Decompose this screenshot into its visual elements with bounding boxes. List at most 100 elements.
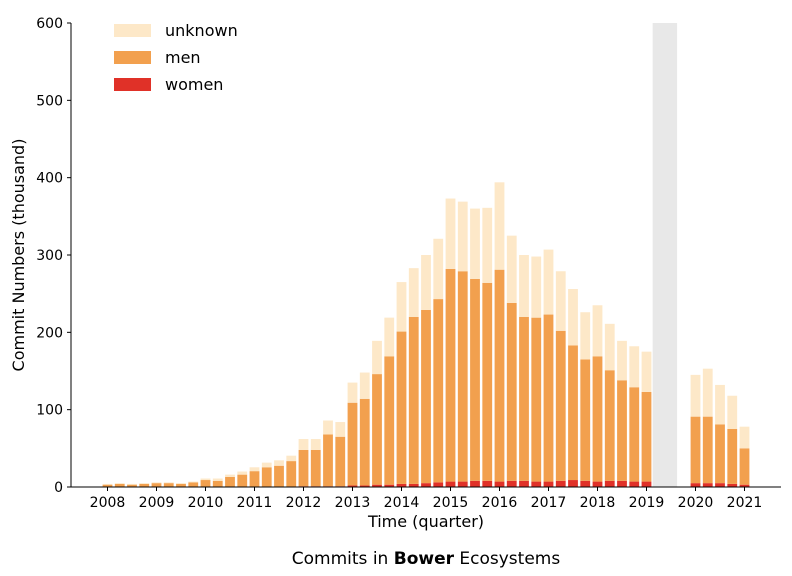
bar-women-2017Q3: [568, 480, 578, 487]
bar-unknown-2018Q1: [592, 305, 603, 357]
y-tick-label: 600: [36, 16, 63, 32]
bar-unknown-2008Q2: [114, 483, 125, 484]
bar-women-2016Q4: [531, 481, 542, 487]
bar-men-2016Q3: [519, 316, 529, 481]
caption-bold-word: Bower: [394, 549, 455, 569]
bar-men-2012Q3: [323, 434, 333, 487]
bar-men-2010Q1: [200, 480, 211, 487]
gap-band: [652, 23, 678, 487]
x-tick-label: 2013: [335, 495, 371, 511]
bar-women-2018Q1: [592, 481, 603, 487]
bar-women-2017Q2: [555, 480, 566, 487]
bar-women-2020Q3: [715, 483, 725, 487]
bar-men-2011Q2: [261, 467, 272, 487]
bar-men-2008Q3: [127, 484, 137, 487]
bar-unknown-2020Q4: [727, 395, 738, 429]
bar-unknown-2010Q4: [237, 471, 248, 475]
bar-men-2017Q2: [555, 330, 566, 481]
bar-men-2011Q4: [286, 461, 297, 487]
bar-men-2014Q2: [408, 316, 419, 484]
bar-unknown-2017Q3: [568, 289, 578, 346]
bar-unknown-2009Q3: [176, 483, 186, 484]
bar-unknown-2018Q2: [604, 323, 615, 371]
y-tick-label: 0: [54, 480, 63, 496]
bar-men-2009Q1: [151, 483, 162, 487]
bar-unknown-2009Q1: [151, 482, 162, 484]
bar-men-2017Q1: [543, 314, 554, 482]
y-tick-label: 400: [36, 171, 63, 187]
bar-men-2008Q2: [114, 483, 125, 487]
bar-unknown-2016Q3: [519, 255, 529, 317]
bar-women-2016Q3: [519, 480, 529, 487]
bar-unknown-2015Q1: [445, 198, 456, 269]
gap-period-band: [652, 23, 678, 487]
bar-women-2021Q1: [739, 484, 750, 487]
bar-unknown-2012Q3: [323, 420, 333, 435]
bar-men-2014Q4: [433, 299, 444, 483]
bar-women-2018Q2: [604, 480, 615, 487]
bar-men-2013Q4: [384, 356, 395, 485]
x-tick-label: 2021: [727, 495, 763, 511]
bar-men-2018Q1: [592, 356, 603, 482]
bar-unknown-2013Q4: [384, 317, 395, 357]
bar-unknown-2008Q4: [139, 483, 150, 484]
bar-men-2020Q1: [690, 416, 701, 484]
bar-men-2017Q3: [568, 345, 578, 481]
bar-women-2014Q2: [408, 483, 419, 487]
bar-women-2016Q2: [506, 480, 517, 487]
bar-unknown-2020Q3: [715, 384, 725, 425]
bar-men-2014Q3: [421, 309, 431, 484]
bar-unknown-2009Q2: [163, 482, 174, 484]
x-tick-label: 2010: [188, 495, 224, 511]
bar-men-2010Q2: [212, 480, 223, 487]
x-tick-label: 2019: [629, 495, 665, 511]
bar-unknown-2017Q2: [555, 271, 566, 331]
bar-women-2018Q4: [629, 481, 640, 487]
bar-women-2017Q4: [580, 480, 591, 487]
bar-unknown-2012Q2: [310, 439, 321, 450]
caption-prefix: Commits in: [292, 549, 394, 569]
bar-women-2013Q2: [359, 485, 370, 487]
bar-men-2020Q2: [702, 416, 713, 484]
axes: [70, 23, 781, 488]
bar-men-2018Q4: [629, 387, 640, 482]
bar-unknown-2015Q2: [457, 201, 468, 272]
bar-women-2020Q4: [727, 483, 738, 487]
x-tick-label: 2009: [139, 495, 175, 511]
x-tick-label: 2020: [678, 495, 714, 511]
bar-men-2013Q1: [347, 402, 358, 486]
bar-women-2015Q2: [457, 481, 468, 487]
bar-men-2011Q1: [249, 471, 260, 487]
bar-unknown-2013Q3: [372, 340, 382, 375]
bar-unknown-2016Q1: [494, 182, 505, 270]
legend-swatch-unknown: [114, 24, 151, 37]
x-tick-label: 2011: [237, 495, 273, 511]
bar-men-2021Q1: [739, 448, 750, 485]
bar-men-2015Q2: [457, 271, 468, 482]
bar-men-2008Q4: [139, 483, 150, 487]
bar-unknown-2014Q3: [421, 255, 431, 310]
bar-men-2010Q4: [237, 474, 248, 487]
bar-unknown-2011Q1: [249, 467, 260, 472]
bar-men-2015Q3: [470, 278, 480, 481]
bar-women-2016Q1: [494, 481, 505, 487]
bar-men-2013Q3: [372, 374, 382, 485]
stacked-bars: [102, 182, 750, 487]
bar-unknown-2015Q4: [482, 207, 493, 283]
bar-unknown-2012Q1: [298, 439, 309, 450]
y-tick-label: 300: [36, 248, 63, 264]
bar-men-2016Q2: [506, 302, 517, 481]
x-tick-label: 2017: [531, 495, 567, 511]
bar-men-2009Q2: [163, 483, 174, 487]
bar-unknown-2017Q1: [543, 249, 554, 315]
legend-label-men: men: [165, 48, 201, 67]
bar-unknown-2018Q4: [629, 346, 640, 388]
bar-men-2020Q4: [727, 429, 738, 484]
legend-swatch-women: [114, 78, 151, 91]
bar-men-2015Q1: [445, 268, 456, 482]
bar-unknown-2010Q1: [200, 478, 211, 481]
bar-men-2016Q4: [531, 317, 542, 482]
bar-unknown-2014Q2: [408, 268, 419, 317]
caption-suffix: Ecosystems: [454, 549, 560, 569]
